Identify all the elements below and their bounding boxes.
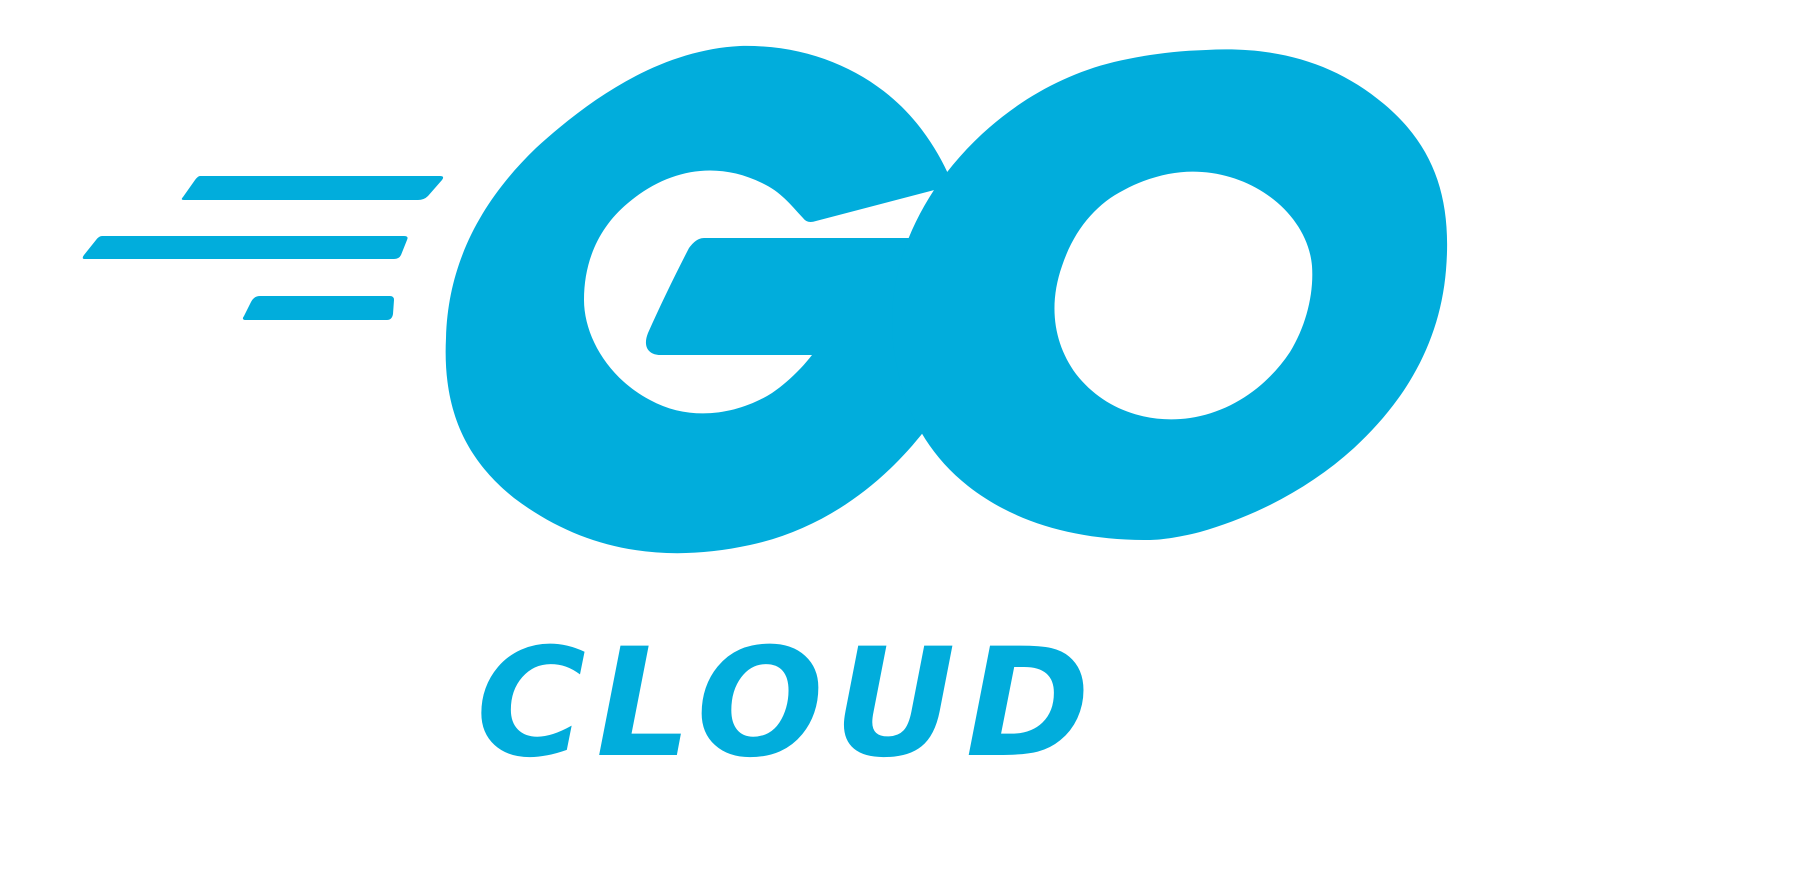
speed-line-top xyxy=(181,176,444,200)
speed-lines-icon xyxy=(82,176,444,320)
go-letter-g xyxy=(445,45,991,554)
speed-line-middle xyxy=(82,236,408,259)
go-letter-o xyxy=(892,49,1448,540)
subtitle-cloud: CLOUD xyxy=(476,617,1100,791)
speed-line-bottom xyxy=(242,296,394,320)
